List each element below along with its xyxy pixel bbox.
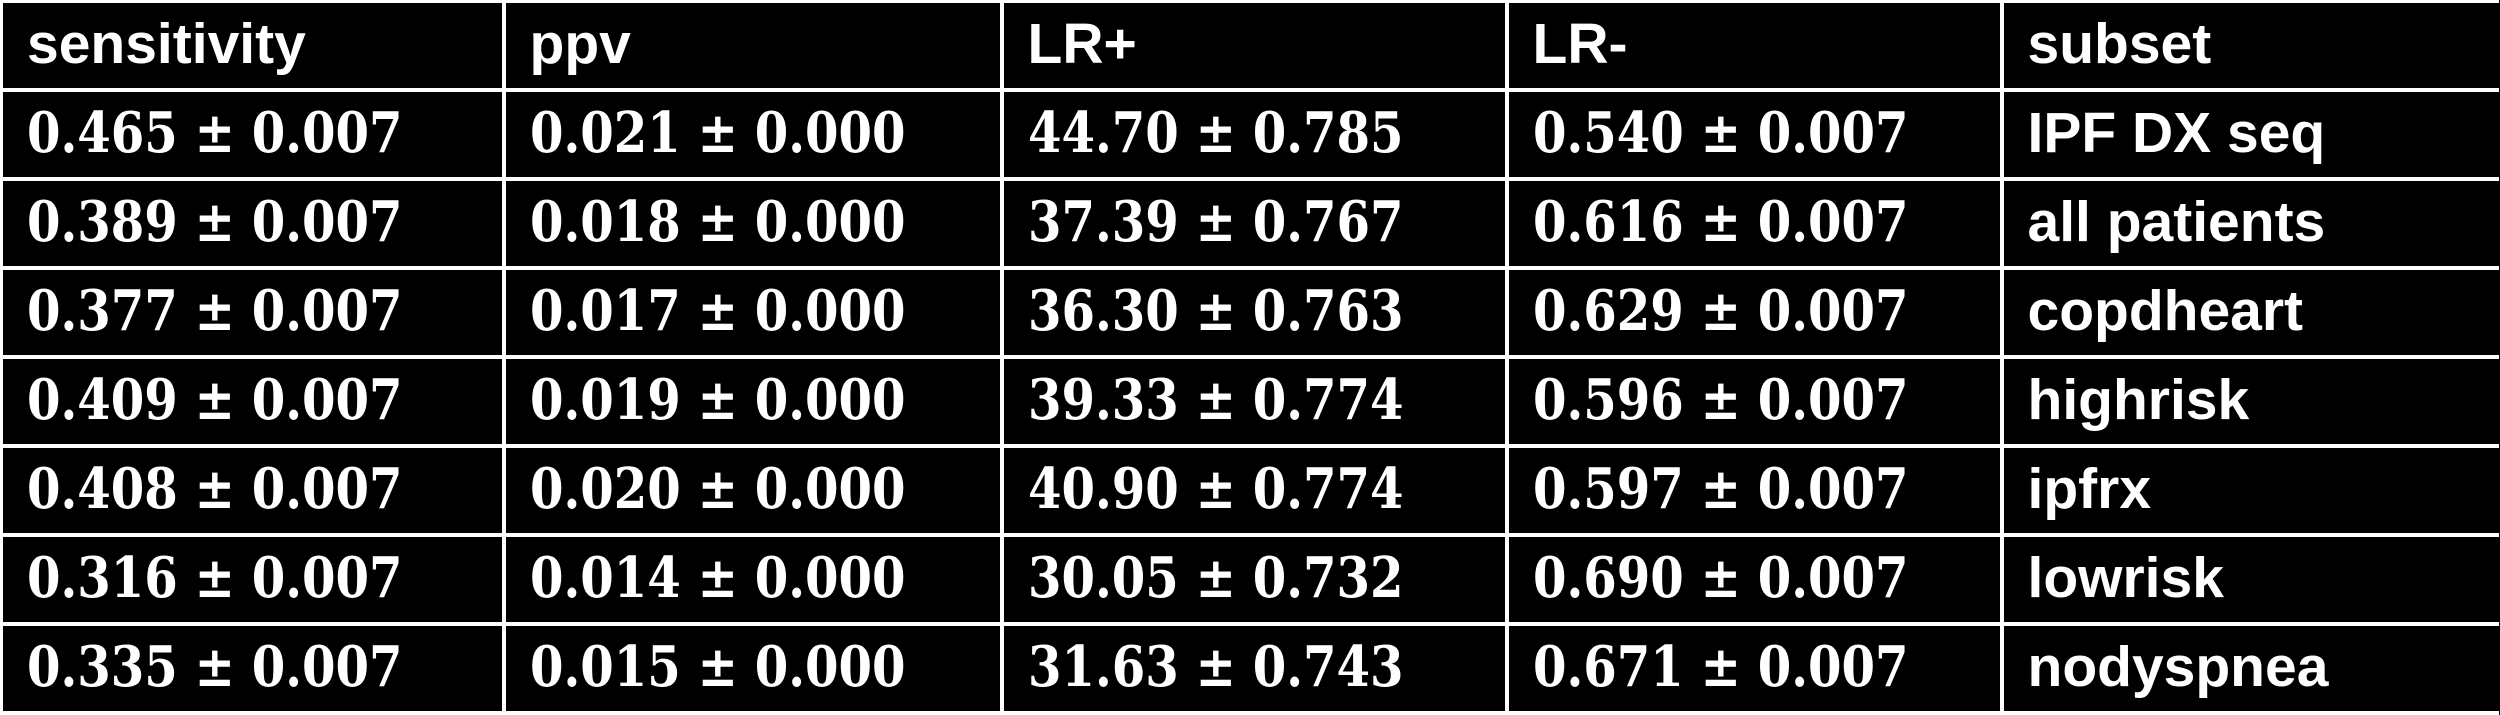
column-header-label: sensitivity	[27, 11, 306, 76]
cell-subset: nodyspnea	[1999, 622, 2499, 715]
cell-lr-minus: 0.671 ± 0.007	[1504, 622, 2004, 715]
cell-lr-plus: 31.63 ± 0.743	[999, 622, 1509, 715]
cell-value: ipfrx	[2027, 456, 2152, 521]
column-header-label: LR+	[1027, 11, 1137, 76]
cell-value: IPF DX seq	[2027, 100, 2326, 165]
cell-subset: copdheart	[1999, 266, 2499, 359]
cell-value: 0.389 ± 0.007	[27, 188, 403, 255]
cell-lr-plus: 36.30 ± 0.763	[999, 266, 1509, 359]
table-row: 0.389 ± 0.007 0.018 ± 0.000 37.39 ± 0.76…	[0, 177, 2499, 270]
cell-ppv: 0.020 ± 0.000	[501, 444, 1004, 537]
cell-value: 0.629 ± 0.007	[1532, 277, 1908, 344]
table-row: 0.465 ± 0.007 0.021 ± 0.000 44.70 ± 0.78…	[0, 88, 2499, 181]
cell-subset: all patients	[1999, 177, 2499, 270]
cell-value: 0.018 ± 0.000	[529, 188, 905, 255]
cell-value: 0.021 ± 0.000	[529, 99, 905, 166]
cell-subset: ipfrx	[1999, 444, 2499, 537]
cell-value: 0.377 ± 0.007	[27, 277, 403, 344]
cell-value: 0.408 ± 0.007	[27, 455, 403, 522]
cell-ppv: 0.021 ± 0.000	[501, 88, 1004, 181]
column-header-label: LR-	[1532, 11, 1628, 76]
cell-value: 0.596 ± 0.007	[1532, 366, 1908, 433]
cell-value: lowrisk	[2027, 545, 2224, 610]
column-header-subset: subset	[1999, 0, 2499, 92]
cell-value: 0.335 ± 0.007	[27, 633, 403, 700]
table-row: 0.316 ± 0.007 0.014 ± 0.000 30.05 ± 0.73…	[0, 533, 2499, 626]
cell-value: 0.671 ± 0.007	[1532, 633, 1908, 700]
column-header-lr-minus: LR-	[1504, 0, 2004, 92]
cell-value: nodyspnea	[2027, 634, 2329, 699]
cell-value: 0.597 ± 0.007	[1532, 455, 1908, 522]
cell-value: 0.616 ± 0.007	[1532, 188, 1908, 255]
cell-value: 0.465 ± 0.007	[27, 99, 403, 166]
cell-sensitivity: 0.316 ± 0.007	[0, 533, 506, 626]
cell-ppv: 0.014 ± 0.000	[501, 533, 1004, 626]
cell-lr-minus: 0.596 ± 0.007	[1504, 355, 2004, 448]
column-header-sensitivity: sensitivity	[0, 0, 506, 92]
cell-ppv: 0.015 ± 0.000	[501, 622, 1004, 715]
cell-ppv: 0.018 ± 0.000	[501, 177, 1004, 270]
cell-lr-minus: 0.629 ± 0.007	[1504, 266, 2004, 359]
column-header-label: subset	[2027, 11, 2212, 76]
cell-value: 40.90 ± 0.774	[1027, 455, 1403, 522]
cell-subset: IPF DX seq	[1999, 88, 2499, 181]
cell-value: 36.30 ± 0.763	[1027, 277, 1403, 344]
cell-subset: lowrisk	[1999, 533, 2499, 626]
cell-sensitivity: 0.335 ± 0.007	[0, 622, 506, 715]
cell-sensitivity: 0.465 ± 0.007	[0, 88, 506, 181]
table-header-row: sensitivity ppv LR+ LR- subset	[0, 0, 2499, 92]
column-header-ppv: ppv	[501, 0, 1004, 92]
cell-sensitivity: 0.408 ± 0.007	[0, 444, 506, 537]
cell-value: 30.05 ± 0.732	[1027, 544, 1403, 611]
cell-ppv: 0.017 ± 0.000	[501, 266, 1004, 359]
cell-value: 0.316 ± 0.007	[27, 544, 403, 611]
cell-lr-minus: 0.540 ± 0.007	[1504, 88, 2004, 181]
cell-lr-plus: 40.90 ± 0.774	[999, 444, 1509, 537]
cell-sensitivity: 0.389 ± 0.007	[0, 177, 506, 270]
table-row: 0.408 ± 0.007 0.020 ± 0.000 40.90 ± 0.77…	[0, 444, 2499, 537]
cell-value: 0.690 ± 0.007	[1532, 544, 1908, 611]
column-header-label: ppv	[529, 11, 631, 76]
cell-value: 44.70 ± 0.785	[1027, 99, 1403, 166]
cell-sensitivity: 0.409 ± 0.007	[0, 355, 506, 448]
cell-value: 0.017 ± 0.000	[529, 277, 905, 344]
cell-ppv: 0.019 ± 0.000	[501, 355, 1004, 448]
cell-value: 0.019 ± 0.000	[529, 366, 905, 433]
table-row: 0.409 ± 0.007 0.019 ± 0.000 39.33 ± 0.77…	[0, 355, 2499, 448]
cell-value: copdheart	[2027, 278, 2304, 343]
cell-value: 31.63 ± 0.743	[1027, 633, 1403, 700]
cell-value: 0.015 ± 0.000	[529, 633, 905, 700]
cell-sensitivity: 0.377 ± 0.007	[0, 266, 506, 359]
column-header-lr-plus: LR+	[999, 0, 1509, 92]
table-row: 0.377 ± 0.007 0.017 ± 0.000 36.30 ± 0.76…	[0, 266, 2499, 359]
cell-lr-minus: 0.616 ± 0.007	[1504, 177, 2004, 270]
cell-value: 0.020 ± 0.000	[529, 455, 905, 522]
cell-value: all patients	[2027, 189, 2326, 254]
cell-lr-minus: 0.597 ± 0.007	[1504, 444, 2004, 537]
table-row: 0.335 ± 0.007 0.015 ± 0.000 31.63 ± 0.74…	[0, 622, 2499, 715]
cell-lr-plus: 37.39 ± 0.767	[999, 177, 1509, 270]
cell-lr-minus: 0.690 ± 0.007	[1504, 533, 2004, 626]
cell-value: 0.014 ± 0.000	[529, 544, 905, 611]
cell-lr-plus: 39.33 ± 0.774	[999, 355, 1509, 448]
cell-value: highrisk	[2027, 367, 2250, 432]
cell-value: 0.540 ± 0.007	[1532, 99, 1908, 166]
cell-value: 0.409 ± 0.007	[27, 366, 403, 433]
cell-lr-plus: 44.70 ± 0.785	[999, 88, 1509, 181]
cell-lr-plus: 30.05 ± 0.732	[999, 533, 1509, 626]
cell-value: 37.39 ± 0.767	[1027, 188, 1403, 255]
cell-value: 39.33 ± 0.774	[1027, 366, 1403, 433]
cell-subset: highrisk	[1999, 355, 2499, 448]
